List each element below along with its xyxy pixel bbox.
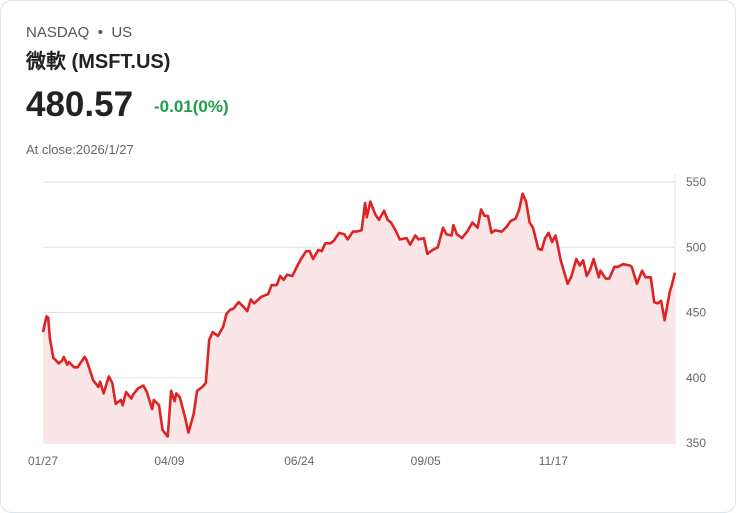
- y-tick-label: 550: [686, 175, 706, 189]
- exchange: NASDAQ: [26, 24, 90, 41]
- separator: •: [97, 24, 103, 41]
- y-tick-label: 450: [686, 306, 706, 320]
- x-tick-label: 09/05: [411, 454, 441, 468]
- x-tick-label: 01/27: [28, 454, 58, 468]
- y-tick-label: 500: [686, 240, 706, 254]
- price-area: [43, 193, 675, 443]
- x-tick-label: 06/24: [284, 454, 314, 468]
- x-tick-label: 04/09: [154, 454, 184, 468]
- close-date: At close:2026/1/27: [26, 142, 134, 157]
- exchange-line: NASDAQ • US: [26, 24, 132, 41]
- y-tick-label: 400: [686, 371, 706, 385]
- stock-name: 微軟 (MSFT.US): [26, 51, 171, 73]
- price: 480.57: [26, 85, 134, 124]
- market: US: [111, 24, 133, 41]
- price-change: -0.01(0%): [154, 97, 229, 116]
- y-tick-label: 350: [686, 436, 706, 450]
- x-tick-label: 11/17: [539, 454, 568, 468]
- price-line: [41, 192, 677, 438]
